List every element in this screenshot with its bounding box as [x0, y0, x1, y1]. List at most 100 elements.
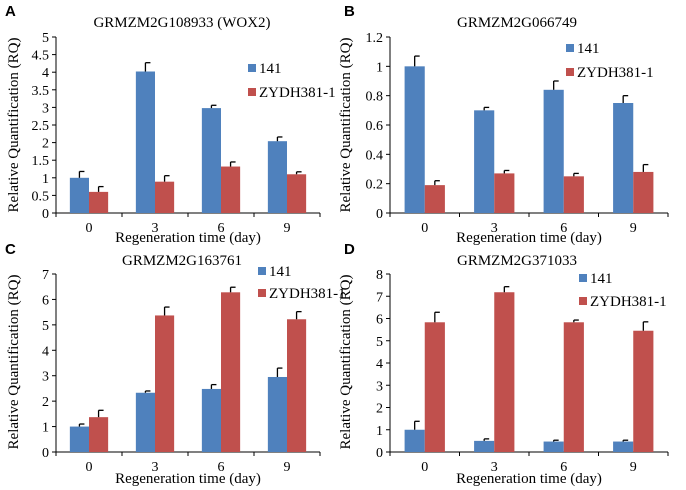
- y-tick-label: 7: [376, 290, 383, 305]
- y-tick-label: 5: [42, 31, 49, 46]
- bar-zydh381-1-day-6: [221, 166, 241, 213]
- x-tick-label: 9: [284, 221, 291, 236]
- x-tick-label: 3: [491, 221, 498, 236]
- legend-swatch: [248, 88, 256, 96]
- y-tick-label: 0: [376, 446, 383, 461]
- chart-title: GRMZM2G066749: [457, 15, 577, 31]
- bar-141-day-6: [201, 388, 221, 452]
- bar-141-day-6: [201, 108, 221, 213]
- y-tick-label: 0: [42, 446, 49, 461]
- bar-zydh381-1-day-9: [287, 319, 307, 452]
- bar-141-day-3: [474, 110, 495, 213]
- bar-zydh381-1-day-3: [155, 181, 175, 213]
- legend-swatch: [258, 289, 266, 297]
- y-tick-label: 0.4: [366, 148, 384, 163]
- bar-zydh381-1-day-6: [563, 322, 584, 452]
- x-axis-label: Regeneration time (day): [456, 471, 602, 487]
- y-axis-label: Relative Quantification (RQ): [6, 38, 22, 213]
- y-tick-label: 6: [42, 293, 49, 308]
- y-tick-label: 4: [42, 344, 49, 359]
- legend-label: 141: [590, 271, 613, 287]
- legend-swatch: [579, 297, 587, 305]
- y-tick-label: 8: [376, 268, 383, 283]
- legend-label: ZYDH381-1: [590, 294, 667, 310]
- y-tick-label: 3: [42, 101, 49, 116]
- chart-title: GRMZM2G163761: [122, 253, 242, 269]
- y-tick-label: 0.8: [366, 90, 384, 105]
- x-tick-label: 0: [421, 460, 428, 475]
- panel-letter: A: [5, 3, 16, 20]
- bar-zydh381-1-day-6: [221, 292, 241, 452]
- x-tick-label: 9: [630, 221, 637, 236]
- bar-141-day-9: [267, 376, 287, 452]
- panel-letter: D: [344, 241, 355, 258]
- bar-zydh381-1-day-0: [424, 185, 445, 213]
- legend-label: 141: [259, 61, 282, 77]
- x-axis-label: Regeneration time (day): [115, 230, 261, 246]
- y-tick-label: 3: [42, 370, 49, 385]
- chart-title: GRMZM2G108933 (WOX2): [93, 15, 270, 31]
- x-tick-label: 0: [86, 460, 93, 475]
- bar-141-day-3: [135, 71, 155, 213]
- y-tick-label: 1: [376, 424, 383, 439]
- chart-panel-b: B GRMZM2G066749 0 0.2 0.4 0.6 0.8 1 1.2 0 3 6 9 141 ZY…: [338, 3, 669, 246]
- bar-141-day-0: [69, 177, 89, 213]
- legend-swatch: [258, 267, 266, 275]
- bar-zydh381-1-day-9: [633, 330, 654, 452]
- bar-zydh381-1-day-3: [494, 292, 515, 452]
- bar-141-day-9: [613, 103, 634, 213]
- y-tick-label: 2: [42, 395, 49, 410]
- chart-panel-c: C GRMZM2G163761 0 1 2 3 4 5 6 7 0 3 6 9 141 ZYDH381-1 Re…: [5, 241, 346, 487]
- y-axis-label: Relative Quantification (RQ): [338, 38, 354, 213]
- bar-zydh381-1-day-3: [494, 173, 515, 213]
- bar-zydh381-1-day-0: [89, 191, 109, 213]
- bar-zydh381-1-day-9: [633, 171, 654, 213]
- legend-swatch: [579, 274, 587, 282]
- y-tick-label: 2: [42, 137, 49, 152]
- y-tick-label: 3.5: [32, 84, 50, 99]
- y-tick-label: 7: [42, 268, 49, 283]
- bar-141-day-6: [543, 89, 564, 213]
- bar-141-day-3: [135, 392, 155, 452]
- y-tick-label: 4: [376, 357, 383, 372]
- x-tick-label: 6: [218, 460, 225, 475]
- x-tick-label: 6: [560, 221, 567, 236]
- y-tick-label: 5: [42, 319, 49, 334]
- bar-zydh381-1-day-3: [155, 315, 175, 452]
- chart-panel-d: D GRMZM2G371033 0 1 2 3 4 5 6 7 8 0 3 6 9 141 ZYDH381-1 R…: [338, 241, 669, 487]
- x-tick-label: 3: [152, 460, 159, 475]
- x-tick-label: 9: [630, 460, 637, 475]
- x-tick-label: 3: [491, 460, 498, 475]
- x-axis-label: Regeneration time (day): [456, 230, 602, 246]
- y-tick-label: 2: [376, 402, 383, 417]
- legend-label: 141: [577, 41, 600, 57]
- x-tick-label: 9: [284, 460, 291, 475]
- legend-swatch: [248, 64, 256, 72]
- bar-141-day-0: [69, 426, 89, 452]
- y-tick-label: 0: [376, 207, 383, 222]
- bar-141-day-9: [267, 141, 287, 213]
- y-tick-label: 1: [42, 421, 49, 436]
- bar-141-day-6: [543, 441, 564, 452]
- bar-zydh381-1-day-9: [287, 174, 307, 213]
- legend-label: ZYDH381-1: [269, 286, 346, 302]
- x-axis-label: Regeneration time (day): [115, 471, 261, 487]
- bar-141-day-0: [404, 66, 425, 213]
- panel-letter: B: [344, 3, 355, 20]
- y-tick-label: 0.5: [32, 189, 50, 204]
- x-tick-label: 0: [86, 221, 93, 236]
- y-tick-label: 1: [42, 172, 49, 187]
- y-tick-label: 4.5: [32, 49, 50, 64]
- y-tick-label: 4: [42, 66, 49, 81]
- x-tick-label: 6: [560, 460, 567, 475]
- y-tick-label: 1: [376, 60, 383, 75]
- chart-title: GRMZM2G371033: [457, 253, 577, 269]
- legend-swatch: [566, 44, 574, 52]
- panel-letter: C: [5, 241, 16, 258]
- x-tick-label: 3: [152, 221, 159, 236]
- legend-swatch: [566, 68, 574, 76]
- bar-zydh381-1-day-0: [89, 417, 109, 452]
- legend-label: ZYDH381-1: [577, 65, 654, 81]
- y-tick-label: 6: [376, 313, 383, 328]
